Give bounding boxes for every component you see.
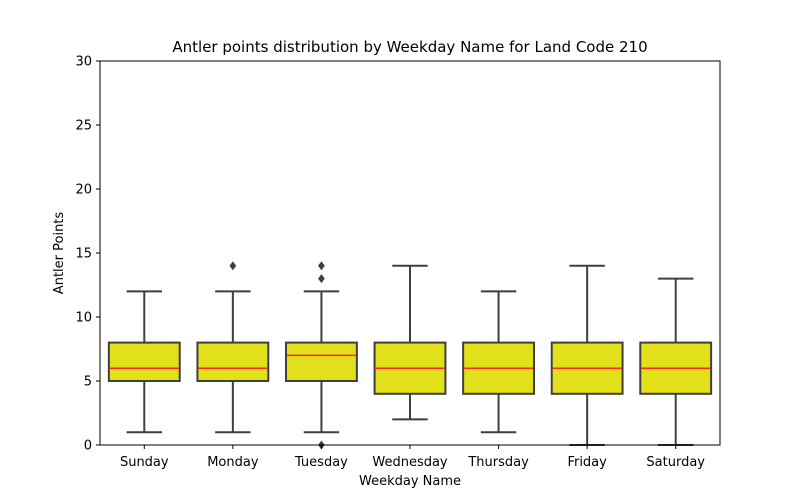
box-tuesday xyxy=(285,261,358,450)
x-tick-label: Saturday xyxy=(646,455,705,470)
box-wednesday xyxy=(373,264,447,421)
x-tick-label: Wednesday xyxy=(372,455,448,470)
y-tick-label: 0 xyxy=(84,439,92,454)
x-tick-label: Monday xyxy=(207,455,259,470)
box-monday xyxy=(196,261,270,434)
box-thursday xyxy=(462,290,535,434)
iqr-box xyxy=(196,341,270,383)
x-axis-label: Weekday Name xyxy=(359,474,461,489)
iqr-box xyxy=(107,341,181,383)
box-saturday xyxy=(639,277,713,446)
chart-title: Antler points distribution by Weekday Na… xyxy=(172,38,647,56)
y-tick-label: 20 xyxy=(75,183,92,198)
y-tick-label: 5 xyxy=(84,375,92,390)
x-tick-label: Thursday xyxy=(467,455,529,470)
x-tick-label: Friday xyxy=(567,455,607,470)
y-tick-label: 30 xyxy=(75,55,92,70)
outlier-point xyxy=(318,274,325,284)
outlier-point xyxy=(229,261,237,271)
box-sunday xyxy=(107,290,181,434)
x-tick-label: Tuesday xyxy=(294,455,348,470)
x-tick-label: Sunday xyxy=(120,455,169,470)
box-friday xyxy=(550,264,624,446)
iqr-box xyxy=(285,341,358,383)
axes: 0 5 10 15 20 25 30 Sunday Monday Tuesday Wednesday… xyxy=(75,55,721,470)
y-tick-label: 10 xyxy=(75,311,92,326)
outlier-point xyxy=(318,261,325,271)
y-tick-label: 15 xyxy=(75,247,92,262)
y-axis-label: Antler Points xyxy=(52,212,67,295)
y-tick-label: 25 xyxy=(75,119,92,134)
plot-area xyxy=(107,261,713,450)
